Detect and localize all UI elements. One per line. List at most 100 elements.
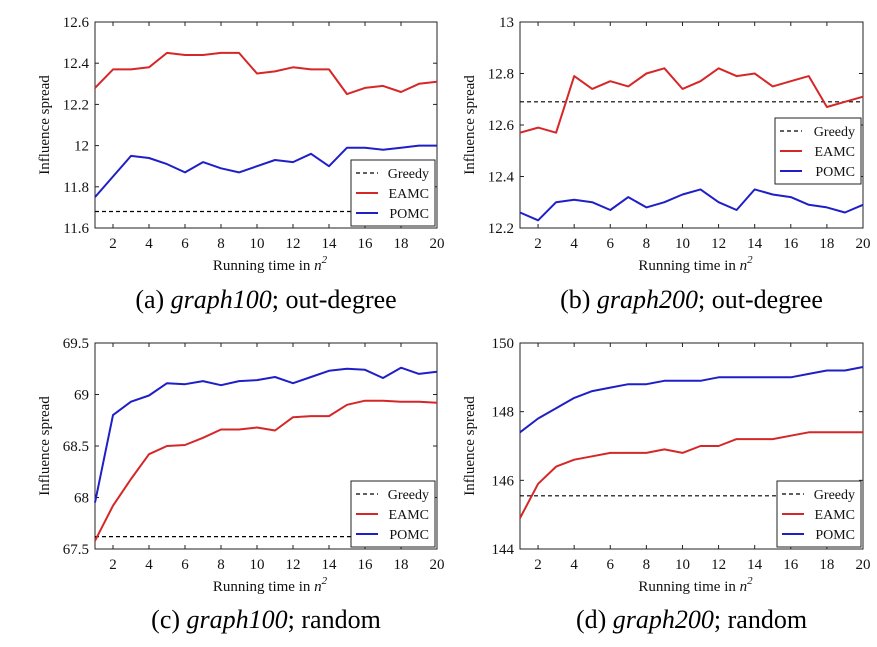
- legend: Greedy EAMC POMC: [350, 159, 436, 227]
- legend-label-pomc: POMC: [815, 528, 855, 543]
- x-tick-label: 20: [430, 236, 445, 252]
- legend-label-eamc: EAMC: [815, 145, 855, 160]
- x-tick-label: 8: [217, 236, 225, 252]
- caption-label: (c): [151, 605, 186, 634]
- series-line-eamc: [94, 399, 438, 542]
- panel-caption: (b) graph200; out-degree: [560, 285, 823, 314]
- legend-label-greedy: Greedy: [814, 488, 855, 503]
- legend-label-greedy: Greedy: [388, 167, 429, 182]
- series-line-eamc: [94, 51, 438, 96]
- caption-label: (b): [560, 285, 597, 314]
- x-tick-label: 18: [819, 557, 834, 573]
- caption-label: (d): [576, 605, 613, 634]
- plot-frame: [94, 21, 438, 229]
- y-axis-label: Influence spread: [37, 75, 53, 175]
- panel-caption: (a) graph100; out-degree: [135, 285, 396, 314]
- panel-a: 2 4 6 8 10 12 14 16 18 20 11.6 11.8 12 12.2 12.4 12.6 Ru…: [37, 15, 445, 314]
- y-tick-label: 12.8: [488, 67, 514, 83]
- x-axis-label: Running time in n2: [213, 575, 328, 595]
- panel-caption: (c) graph100; random: [151, 605, 381, 634]
- y-tick-label: 68: [74, 491, 89, 507]
- y-tick-label: 148: [492, 405, 515, 421]
- x-tick-label: 10: [675, 557, 690, 573]
- caption-rest: ; random: [714, 605, 807, 634]
- x-tick-label: 2: [109, 557, 117, 573]
- x-tick-label: 2: [534, 557, 542, 573]
- y-axis-label: Influence spread: [462, 396, 478, 496]
- x-axis-label-text: Running time in: [213, 258, 314, 274]
- x-tick-label: 10: [250, 557, 265, 573]
- plot-frame: [519, 342, 864, 550]
- legend: Greedy EAMC POMC: [774, 117, 862, 185]
- x-tick-label: 10: [675, 236, 690, 252]
- series-line-pomc: [519, 188, 864, 222]
- x-tick-label: 12: [711, 236, 726, 252]
- y-tick-label: 68.5: [63, 439, 89, 455]
- y-tick-label: 69.5: [63, 336, 89, 352]
- y-tick-label: 13: [499, 15, 514, 31]
- x-axis-label: Running time in n2: [638, 575, 753, 595]
- x-axis-label-text: Running time in: [638, 579, 739, 595]
- series-line-eamc: [519, 67, 864, 134]
- legend: Greedy EAMC POMC: [350, 480, 436, 548]
- panel-c: 2 4 6 8 10 12 14 16 18 2067.56868.56969.5Running …: [37, 336, 445, 634]
- x-axis-label-symbol: n: [740, 579, 748, 595]
- y-tick-label: 11.6: [63, 221, 89, 237]
- x-tick-label: 2: [534, 236, 542, 252]
- y-tick-label: 11.8: [63, 180, 89, 196]
- y-tick-label: 12: [74, 139, 89, 155]
- x-tick-label: 14: [322, 236, 338, 252]
- y-tick-label: 12.6: [488, 118, 515, 134]
- caption-graph: graph200: [613, 605, 714, 634]
- y-tick-label: 12.2: [63, 97, 89, 113]
- caption-graph: graph100: [187, 605, 288, 634]
- x-axis-label-symbol: n: [314, 258, 322, 274]
- x-tick-label: 10: [250, 236, 265, 252]
- x-tick-label: 20: [856, 557, 871, 573]
- caption-graph: graph100: [171, 285, 272, 314]
- legend-label-eamc: EAMC: [389, 187, 429, 202]
- x-axis-label: Running time in n2: [638, 254, 753, 274]
- series-line-pomc: [519, 366, 864, 434]
- x-tick-label: 18: [819, 236, 834, 252]
- legend-label-pomc: POMC: [389, 207, 429, 222]
- legend-label-pomc: POMC: [815, 165, 855, 180]
- x-axis-label-text: Running time in: [213, 579, 314, 595]
- legend-label-eamc: EAMC: [389, 508, 429, 523]
- x-tick-label: 18: [394, 557, 409, 573]
- x-tick-label: 4: [145, 557, 153, 573]
- x-tick-label: 6: [607, 557, 615, 573]
- x-tick-label: 6: [181, 236, 189, 252]
- caption-rest: ; out-degree: [272, 285, 397, 314]
- x-tick-label: 12: [286, 557, 301, 573]
- x-tick-label: 2: [109, 236, 117, 252]
- panel-caption: (d) graph200; random: [576, 605, 807, 634]
- y-tick-label: 12.4: [488, 170, 515, 186]
- legend-label-pomc: POMC: [389, 528, 429, 543]
- y-tick-label: 12.2: [488, 221, 514, 237]
- x-tick-label: 20: [856, 236, 871, 252]
- legend-label-greedy: Greedy: [814, 125, 855, 140]
- y-tick-label: 150: [492, 336, 515, 352]
- y-tick-label: 144: [492, 542, 515, 558]
- legend-box: [350, 480, 436, 548]
- y-axis-label: Influence spread: [37, 396, 53, 496]
- x-tick-label: 6: [181, 557, 189, 573]
- x-tick-label: 12: [711, 557, 726, 573]
- y-tick-label: 12.6: [63, 15, 90, 31]
- x-tick-label: 16: [358, 236, 374, 252]
- legend-label-greedy: Greedy: [388, 488, 429, 503]
- panel-d: 2 4 6 8 10 12 14 16 18 20 144 146 148 150 Running time…: [462, 336, 871, 634]
- x-tick-label: 14: [322, 557, 338, 573]
- y-tick-label: 69: [74, 388, 89, 404]
- x-tick-label: 8: [217, 557, 225, 573]
- x-tick-label: 16: [358, 557, 374, 573]
- series-line-eamc: [519, 431, 863, 519]
- x-tick-label: 14: [747, 236, 763, 252]
- y-tick-label: 146: [492, 473, 515, 489]
- x-axis-label: Running time in n2: [213, 254, 328, 274]
- caption-rest: ; random: [288, 605, 381, 634]
- x-axis-label-exponent: 2: [747, 575, 753, 587]
- caption-graph: graph200: [597, 285, 698, 314]
